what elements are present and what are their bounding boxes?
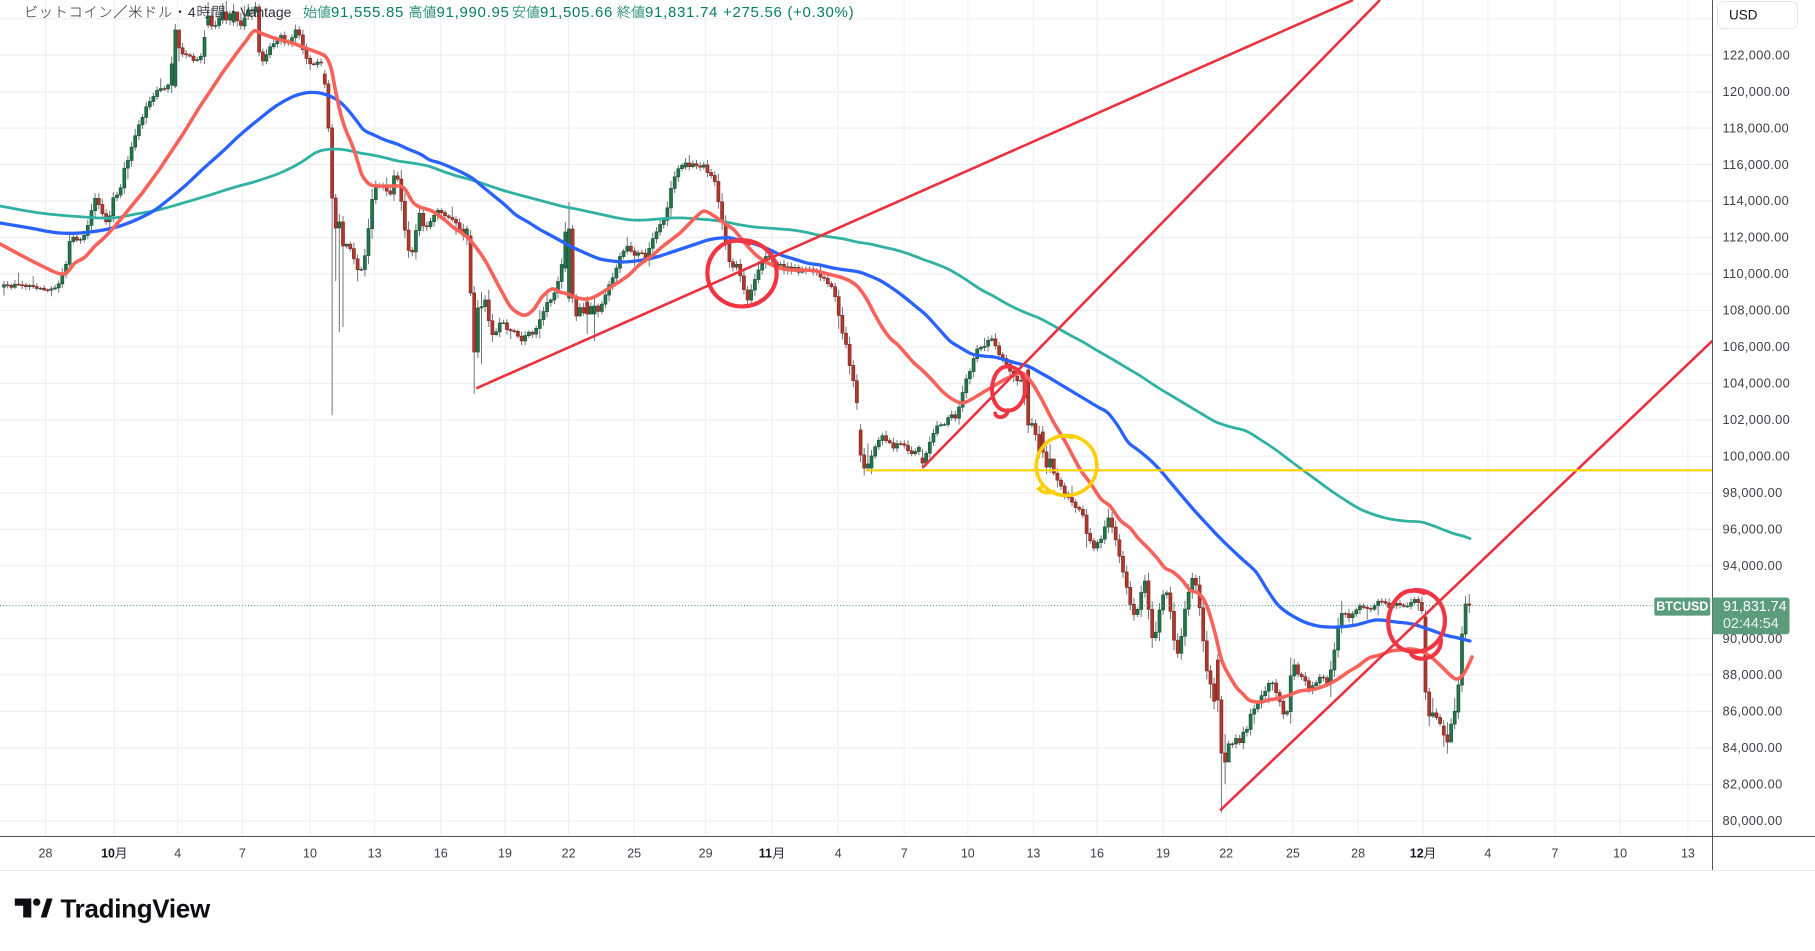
svg-text:28: 28	[39, 847, 53, 861]
svg-text:100,000.00: 100,000.00	[1723, 449, 1791, 464]
svg-text:29: 29	[699, 847, 713, 861]
svg-text:10: 10	[101, 847, 115, 861]
svg-text:112,000.00: 112,000.00	[1723, 230, 1790, 245]
svg-text:12: 12	[1410, 847, 1424, 861]
svg-text:91,555.85: 91,555.85	[331, 4, 404, 21]
svg-text:7: 7	[1551, 847, 1558, 861]
svg-text:USD: USD	[1729, 8, 1758, 23]
svg-text:94,000.00: 94,000.00	[1723, 558, 1783, 573]
svg-text:10: 10	[303, 847, 317, 861]
svg-text:4: 4	[188, 4, 196, 20]
svg-text:4: 4	[1484, 847, 1491, 861]
svg-text:91,990.95: 91,990.95	[437, 4, 510, 21]
svg-text:102,000.00: 102,000.00	[1723, 412, 1791, 427]
svg-text:120,000.00: 120,000.00	[1723, 84, 1791, 99]
svg-text:80,000.00: 80,000.00	[1723, 813, 1783, 828]
svg-text:25: 25	[627, 847, 641, 861]
svg-text:10: 10	[961, 847, 975, 861]
svg-text:7: 7	[901, 847, 908, 861]
svg-text:96,000.00: 96,000.00	[1723, 521, 1783, 536]
svg-text:13: 13	[1026, 847, 1040, 861]
svg-text:98,000.00: 98,000.00	[1723, 485, 1783, 500]
svg-text:28: 28	[1351, 847, 1365, 861]
svg-text:90,000.00: 90,000.00	[1723, 631, 1783, 646]
svg-text:Vantage: Vantage	[240, 4, 291, 20]
svg-text:4: 4	[835, 847, 842, 861]
svg-text:116,000.00: 116,000.00	[1723, 157, 1790, 172]
svg-text:13: 13	[368, 847, 382, 861]
svg-text:19: 19	[1156, 847, 1170, 861]
svg-text:88,000.00: 88,000.00	[1723, 667, 1783, 682]
svg-text:19: 19	[498, 847, 512, 861]
svg-text:BTCUSD: BTCUSD	[1656, 600, 1708, 614]
svg-text:118,000.00: 118,000.00	[1723, 120, 1790, 135]
svg-text:91,831.74: 91,831.74	[645, 4, 718, 21]
svg-text:110,000.00: 110,000.00	[1723, 266, 1790, 281]
svg-text:10: 10	[1613, 847, 1627, 861]
svg-text:16: 16	[434, 847, 448, 861]
svg-text:16: 16	[1090, 847, 1104, 861]
svg-text:13: 13	[1681, 847, 1695, 861]
svg-text:7: 7	[239, 847, 246, 861]
svg-text:86,000.00: 86,000.00	[1723, 704, 1783, 719]
svg-text:25: 25	[1286, 847, 1300, 861]
svg-text:22: 22	[1219, 847, 1233, 861]
svg-text:114,000.00: 114,000.00	[1723, 193, 1790, 208]
svg-text:+275.56 (+0.30%): +275.56 (+0.30%)	[723, 4, 854, 21]
svg-text:11: 11	[759, 847, 772, 861]
svg-text:122,000.00: 122,000.00	[1723, 47, 1791, 62]
svg-text:91,831.74: 91,831.74	[1723, 599, 1787, 615]
svg-text:84,000.00: 84,000.00	[1723, 740, 1783, 755]
svg-text:82,000.00: 82,000.00	[1723, 777, 1783, 792]
svg-text:02:44:54: 02:44:54	[1723, 616, 1779, 632]
svg-text:106,000.00: 106,000.00	[1723, 339, 1791, 354]
svg-text:TradingView: TradingView	[61, 893, 211, 923]
svg-text:104,000.00: 104,000.00	[1723, 376, 1791, 391]
svg-text:91,505.66: 91,505.66	[540, 4, 613, 21]
svg-text:108,000.00: 108,000.00	[1723, 303, 1791, 318]
svg-text:4: 4	[174, 847, 181, 861]
svg-text:22: 22	[562, 847, 576, 861]
